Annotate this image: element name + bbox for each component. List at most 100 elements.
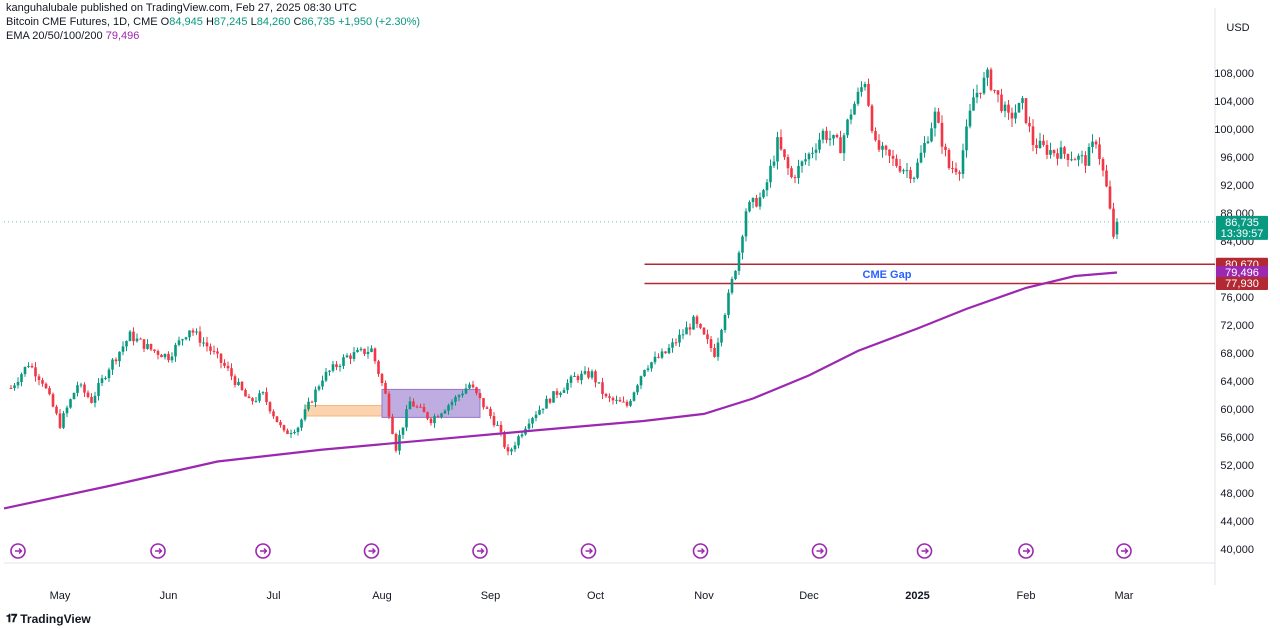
candle-body: [930, 128, 933, 142]
candle-body: [573, 376, 576, 378]
candle-body: [720, 330, 723, 343]
candle-body: [167, 353, 170, 361]
candle-body: [282, 425, 286, 431]
candle-body: [608, 396, 611, 398]
candle-body: [849, 114, 853, 120]
open-label: O: [160, 16, 170, 28]
candle-body: [989, 69, 993, 90]
event-marker-arrow: [1023, 548, 1031, 554]
x-tick-label: Mar: [1115, 590, 1134, 602]
candle-body: [748, 202, 751, 212]
candle-body: [391, 416, 394, 434]
candle-body: [744, 211, 748, 237]
candle-body: [940, 122, 944, 147]
candle-body: [527, 423, 531, 429]
candle-body: [76, 385, 79, 393]
candle-body: [55, 406, 58, 414]
candle-body: [650, 362, 653, 369]
candle-body: [286, 430, 289, 434]
candle-body: [1031, 126, 1035, 146]
candle-body: [457, 395, 461, 398]
candle-body: [370, 348, 373, 352]
candle-body: [461, 393, 464, 396]
x-tick-label: May: [50, 590, 71, 602]
currency-label: USD: [1226, 22, 1249, 34]
candle-body: [1101, 159, 1105, 171]
candle-body: [520, 434, 524, 437]
y-tick-label: 104,000: [1214, 96, 1254, 108]
candle-body: [90, 397, 93, 403]
event-marker-arrow: [477, 548, 485, 554]
y-tick-label: 64,000: [1220, 376, 1254, 388]
candle-body: [464, 388, 468, 394]
event-marker-arrow: [816, 548, 824, 554]
candle-body: [181, 339, 184, 341]
candle-body: [205, 342, 209, 347]
candle-body: [793, 177, 797, 179]
candle-body: [1091, 141, 1094, 148]
candle-body: [846, 119, 849, 136]
candle-body: [923, 142, 926, 153]
high-value: 87,245: [213, 16, 248, 28]
candle-body: [797, 165, 800, 179]
candle-body: [83, 384, 86, 393]
gap-bottom-tag-text: 77,930: [1225, 278, 1259, 290]
candle-body: [345, 355, 349, 358]
candle-body: [212, 350, 216, 352]
candle-body: [233, 376, 237, 386]
candle-body: [9, 388, 13, 389]
candle-body: [100, 378, 104, 384]
candles[interactable]: [9, 67, 1119, 456]
candle-body: [135, 338, 139, 342]
candle-body: [982, 77, 986, 94]
event-marker-arrow: [921, 548, 929, 554]
candle-body: [545, 398, 548, 409]
candle-body: [149, 343, 153, 350]
y-tick-label: 108,000: [1214, 68, 1254, 80]
candle-body: [576, 376, 580, 381]
candle-body: [1105, 170, 1108, 187]
last-price-tag-text: 86,735: [1225, 217, 1259, 229]
candle-body: [478, 393, 482, 399]
candle-body: [118, 351, 121, 362]
x-tick-label: Feb: [1017, 590, 1036, 602]
symbol-name: Bitcoin CME Futures, 1D, CME: [6, 16, 158, 28]
candle-body: [888, 149, 891, 156]
candle-body: [615, 399, 618, 401]
candle-body: [107, 369, 111, 379]
event-markers[interactable]: [10, 543, 1132, 559]
y-tick-label: 60,000: [1220, 404, 1254, 416]
candle-body: [265, 392, 268, 403]
candle-body: [314, 389, 317, 403]
candle-body: [951, 168, 954, 170]
candle-body: [1108, 186, 1112, 209]
candle-body: [1070, 159, 1073, 161]
tradingview-footer[interactable]: 𝟏𝟕 TradingView: [6, 612, 91, 626]
candle-body: [734, 270, 737, 279]
candle-body: [373, 348, 377, 362]
candle-body: [958, 172, 961, 174]
candle-body: [905, 170, 909, 172]
candle-body: [755, 197, 758, 207]
ema-label: EMA 20/50/100/200: [6, 30, 103, 42]
event-marker-arrow: [585, 548, 593, 554]
candle-body: [517, 436, 520, 446]
candle-body: [1000, 94, 1003, 112]
candle-body: [366, 351, 370, 354]
candle-body: [1073, 159, 1077, 161]
candle-body: [674, 342, 678, 344]
candle-body: [611, 397, 615, 401]
candle-body: [562, 390, 566, 393]
candle-body: [72, 392, 76, 400]
candle-body: [723, 314, 727, 331]
candle-body: [587, 371, 590, 378]
candle-body: [310, 401, 314, 403]
candle-body: [1066, 153, 1070, 160]
candle-body: [863, 83, 867, 88]
candle-body: [604, 393, 608, 397]
highlight-box: [304, 405, 383, 417]
ema-line: [3, 271, 1118, 510]
candle-body: [443, 410, 447, 414]
candle-body: [632, 392, 636, 401]
